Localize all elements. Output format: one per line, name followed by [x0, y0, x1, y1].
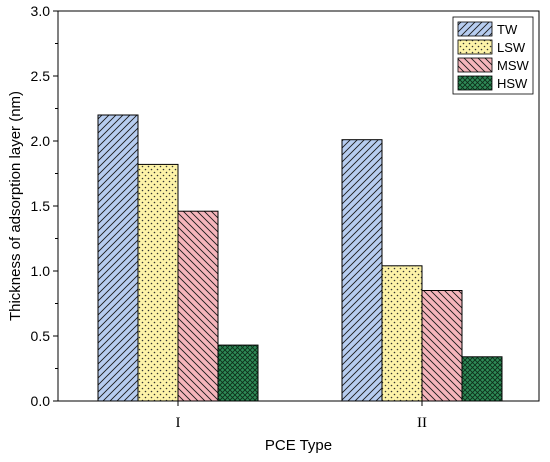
bar-lsw-1	[137, 163, 179, 402]
legend-swatch-msw	[457, 57, 493, 73]
x-axis-title: PCE Type	[265, 437, 332, 454]
legend-label-hsw: HSW	[497, 76, 528, 91]
legend-swatch-hsw	[457, 75, 493, 91]
legend: TW LSW MSW HSW	[452, 16, 534, 95]
legend-label-tw: TW	[497, 22, 518, 37]
y-tick-label: 1.0	[31, 263, 51, 279]
legend-swatch-tw	[457, 21, 493, 37]
y-tick-label: 0.5	[31, 328, 51, 344]
bar-tw-2	[341, 139, 383, 402]
legend-label-msw: MSW	[497, 58, 530, 73]
bar-lsw-2	[381, 265, 423, 402]
legend-swatch-lsw	[457, 39, 493, 55]
x-axis-ticks: I II	[176, 401, 427, 431]
bar-hsw-2	[461, 356, 503, 402]
bar-msw-1	[177, 210, 219, 402]
y-axis-ticks: 0.0 0.5 1.0 1.5 2.0 2.5 3.0	[31, 3, 58, 409]
x-tick-label: I	[176, 415, 181, 431]
y-tick-label: 2.5	[31, 68, 51, 84]
bar-hsw-1	[217, 344, 259, 402]
y-tick-label: 1.5	[31, 198, 51, 214]
y-axis-title: Thickness of adsorption layer (nm)	[7, 91, 24, 321]
legend-label-lsw: LSW	[497, 40, 526, 55]
bar-msw-2	[421, 290, 463, 402]
x-tick-label: II	[417, 415, 427, 431]
bars-group	[97, 114, 503, 402]
y-tick-label: 2.0	[31, 133, 51, 149]
y-tick-label: 3.0	[31, 3, 51, 19]
y-tick-label: 0.0	[31, 393, 51, 409]
bar-tw-1	[97, 114, 139, 402]
